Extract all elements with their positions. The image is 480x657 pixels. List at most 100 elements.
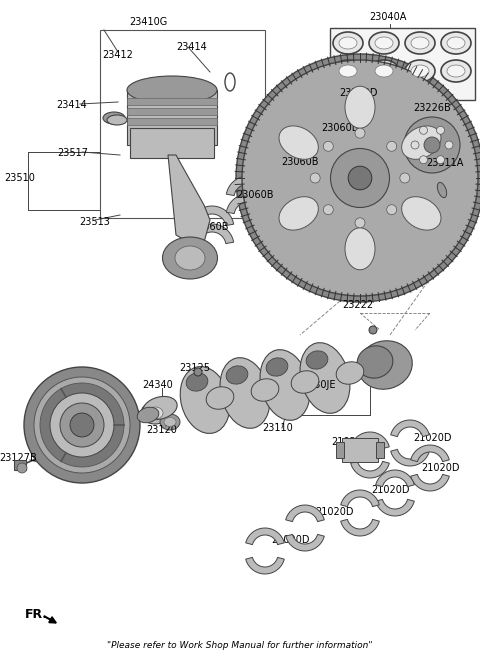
Polygon shape xyxy=(246,557,284,574)
Bar xyxy=(14,460,26,470)
Ellipse shape xyxy=(266,358,288,376)
Ellipse shape xyxy=(345,86,375,128)
Circle shape xyxy=(70,413,94,437)
Circle shape xyxy=(355,218,365,228)
Circle shape xyxy=(60,403,104,447)
Ellipse shape xyxy=(405,60,435,82)
Bar xyxy=(127,118,217,125)
Ellipse shape xyxy=(137,407,159,423)
Circle shape xyxy=(50,393,114,457)
Ellipse shape xyxy=(441,32,471,54)
Ellipse shape xyxy=(402,196,441,230)
Polygon shape xyxy=(227,194,270,214)
Ellipse shape xyxy=(141,402,169,424)
Ellipse shape xyxy=(339,37,357,49)
Text: 23125: 23125 xyxy=(180,363,211,373)
Ellipse shape xyxy=(306,351,328,369)
Text: 21020D: 21020D xyxy=(316,507,354,517)
Circle shape xyxy=(194,368,202,376)
Text: 23120: 23120 xyxy=(146,425,178,435)
Polygon shape xyxy=(376,499,414,516)
Polygon shape xyxy=(351,432,389,449)
Text: 23414: 23414 xyxy=(57,100,87,110)
Ellipse shape xyxy=(291,371,319,394)
Polygon shape xyxy=(376,470,414,487)
Text: 23510: 23510 xyxy=(5,173,36,183)
Ellipse shape xyxy=(375,37,393,49)
Ellipse shape xyxy=(405,32,435,54)
Polygon shape xyxy=(341,520,379,536)
Ellipse shape xyxy=(333,32,363,54)
Circle shape xyxy=(387,205,396,215)
Text: 23517: 23517 xyxy=(58,148,88,158)
Circle shape xyxy=(24,367,140,483)
Text: 23410G: 23410G xyxy=(129,17,167,27)
Text: "Please refer to Work Shop Manual for further information": "Please refer to Work Shop Manual for fu… xyxy=(107,641,373,650)
Polygon shape xyxy=(227,176,270,196)
Ellipse shape xyxy=(107,115,127,125)
Circle shape xyxy=(324,141,333,151)
Ellipse shape xyxy=(180,367,230,434)
Circle shape xyxy=(404,117,460,173)
Polygon shape xyxy=(286,505,324,522)
Text: FR.: FR. xyxy=(25,608,48,622)
Circle shape xyxy=(369,326,377,334)
Bar xyxy=(342,438,378,462)
Text: 23060B: 23060B xyxy=(321,123,359,133)
Ellipse shape xyxy=(333,60,363,82)
Circle shape xyxy=(420,126,428,134)
Circle shape xyxy=(348,166,372,190)
Text: 23060B: 23060B xyxy=(236,190,274,200)
Polygon shape xyxy=(168,155,210,250)
Polygon shape xyxy=(411,474,449,491)
Text: 24340: 24340 xyxy=(143,380,173,390)
Ellipse shape xyxy=(279,196,318,230)
Circle shape xyxy=(387,141,396,151)
Ellipse shape xyxy=(175,246,205,270)
Polygon shape xyxy=(246,528,284,545)
Polygon shape xyxy=(266,164,310,183)
Text: 21020D: 21020D xyxy=(421,463,459,473)
Ellipse shape xyxy=(206,387,234,409)
Circle shape xyxy=(17,463,27,473)
Text: 23060B: 23060B xyxy=(281,157,319,167)
Ellipse shape xyxy=(369,60,399,82)
Ellipse shape xyxy=(339,65,357,77)
Text: 23127B: 23127B xyxy=(0,453,37,463)
Text: 23200D: 23200D xyxy=(339,88,377,98)
Ellipse shape xyxy=(251,379,279,401)
Circle shape xyxy=(411,141,419,149)
Ellipse shape xyxy=(369,32,399,54)
Circle shape xyxy=(236,54,480,302)
Ellipse shape xyxy=(437,183,447,198)
Text: 21020D: 21020D xyxy=(371,485,409,495)
Bar xyxy=(127,108,217,115)
Ellipse shape xyxy=(447,37,465,49)
Ellipse shape xyxy=(411,65,429,77)
Polygon shape xyxy=(411,445,449,462)
Ellipse shape xyxy=(186,373,208,391)
Polygon shape xyxy=(303,116,347,135)
Circle shape xyxy=(400,173,410,183)
Circle shape xyxy=(436,126,444,134)
Polygon shape xyxy=(303,134,347,154)
Bar xyxy=(127,90,217,145)
Ellipse shape xyxy=(143,396,177,420)
Ellipse shape xyxy=(220,357,270,428)
Polygon shape xyxy=(191,224,234,244)
Ellipse shape xyxy=(357,346,393,378)
Text: 23311A: 23311A xyxy=(426,158,464,168)
Ellipse shape xyxy=(163,237,217,279)
Circle shape xyxy=(34,377,130,473)
Bar xyxy=(100,30,265,218)
Polygon shape xyxy=(351,461,389,478)
Ellipse shape xyxy=(147,407,163,419)
Ellipse shape xyxy=(127,76,217,104)
Circle shape xyxy=(242,60,478,296)
Text: 21030C: 21030C xyxy=(331,437,369,447)
Text: 23060B: 23060B xyxy=(191,222,229,232)
Circle shape xyxy=(424,137,440,153)
Ellipse shape xyxy=(164,417,176,426)
Ellipse shape xyxy=(160,414,180,430)
Text: 1430JE: 1430JE xyxy=(303,380,337,390)
